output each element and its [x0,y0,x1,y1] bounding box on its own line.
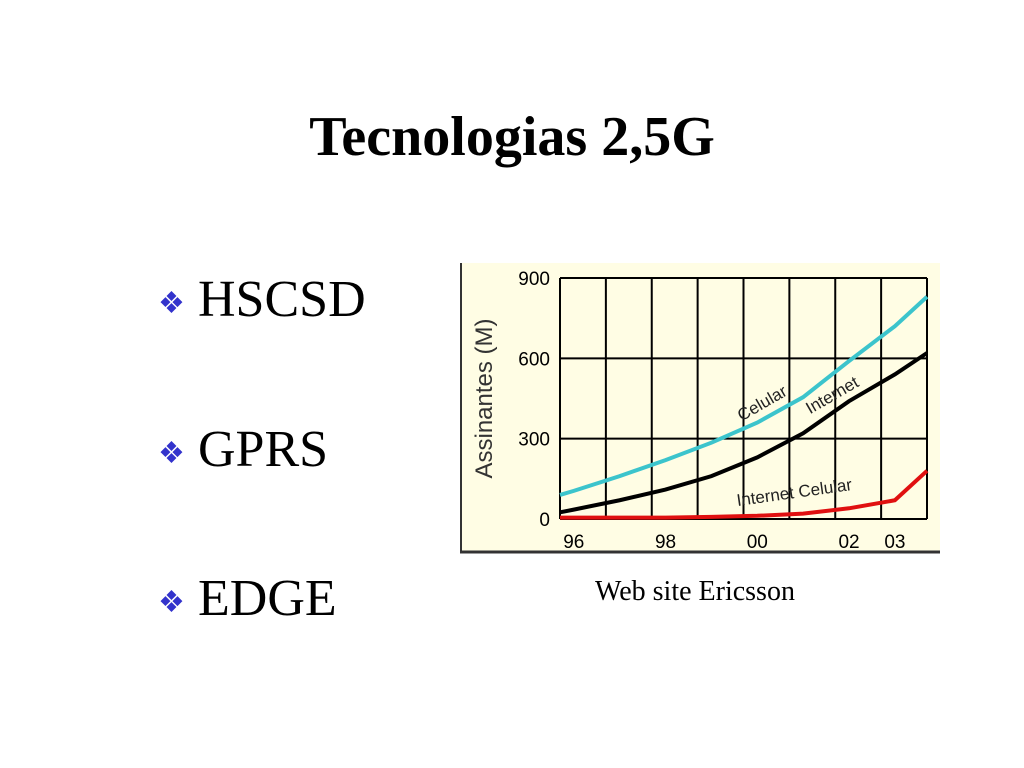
caption: Web site Ericsson [595,576,795,607]
y-axis-label: Assinantes (M) [471,318,498,478]
x-tick-label: 02 [838,532,859,553]
y-tick-label: 600 [518,349,550,370]
slide-title: Tecnologias 2,5G [309,106,715,168]
bullet: HSCSD [198,271,366,328]
y-tick-label: 300 [518,430,550,451]
bullet: GPRS [198,421,328,478]
chart-background [460,263,940,553]
y-tick-label: 0 [539,510,550,531]
bullet: EDGE [198,570,337,627]
bullet-icon: ❖ [158,437,185,470]
y-tick-label: 900 [518,269,550,290]
bullet-icon: ❖ [158,287,185,320]
x-tick-label: 98 [655,532,676,553]
series-line [559,351,929,515]
x-tick-label: 03 [884,532,905,553]
series-line [559,295,929,497]
bullet-icon: ❖ [158,586,185,619]
bullet-list: ❖ HSCSD ❖ GPRS ❖ EDGE [158,271,366,627]
series-line [560,469,929,520]
x-tick-label: 00 [747,532,768,553]
x-tick-label: 96 [563,532,584,553]
